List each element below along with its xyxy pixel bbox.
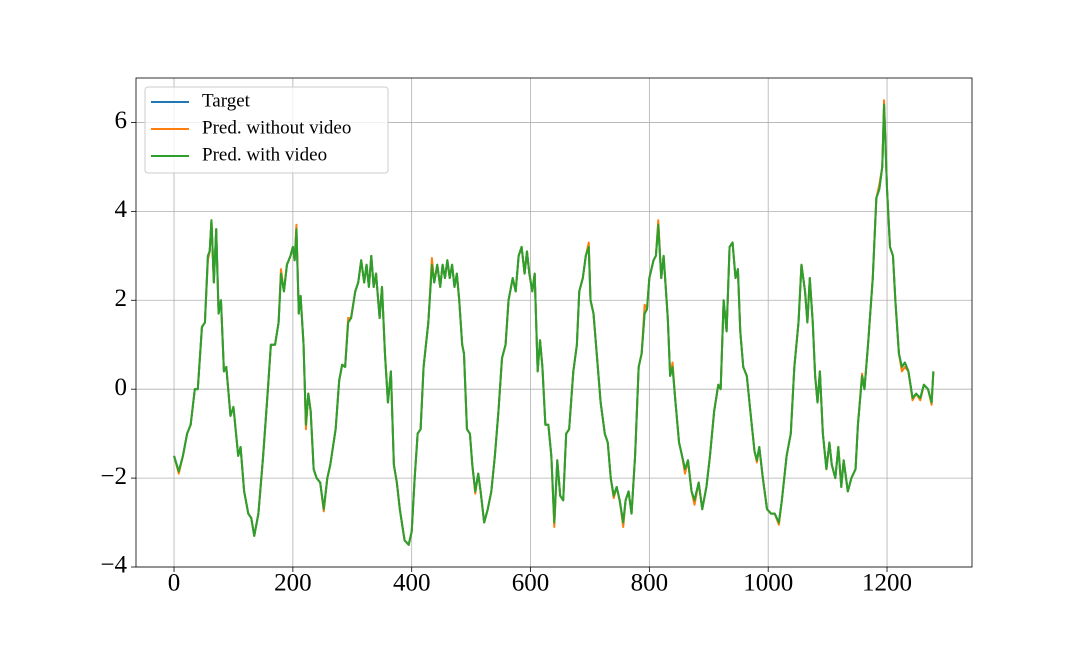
x-tick-label: 0 xyxy=(168,570,181,597)
y-tick-label: −4 xyxy=(100,552,127,579)
x-tick-label: 800 xyxy=(631,570,669,597)
x-tick-label: 200 xyxy=(274,570,312,597)
x-tick-label: 600 xyxy=(512,570,550,597)
x-tick-label: 1000 xyxy=(743,570,793,597)
plot-frame xyxy=(135,77,973,568)
x-tick-label: 400 xyxy=(393,570,431,597)
legend-label: Target xyxy=(202,90,251,111)
y-tick-label: 2 xyxy=(115,285,128,312)
legend-box xyxy=(144,86,389,174)
y-tick-label: 0 xyxy=(115,374,128,401)
legend: Target Pred. without video Pred. with vide… xyxy=(144,86,389,174)
legend-label: Pred. with video xyxy=(202,144,327,165)
y-tick-label: 6 xyxy=(115,107,128,134)
x-tick-label: 1200 xyxy=(862,570,912,597)
series-line xyxy=(173,103,935,546)
y-tick-label: 4 xyxy=(115,196,128,223)
legend-label: Pred. without video xyxy=(202,117,351,138)
y-tick-label: −2 xyxy=(100,463,127,490)
